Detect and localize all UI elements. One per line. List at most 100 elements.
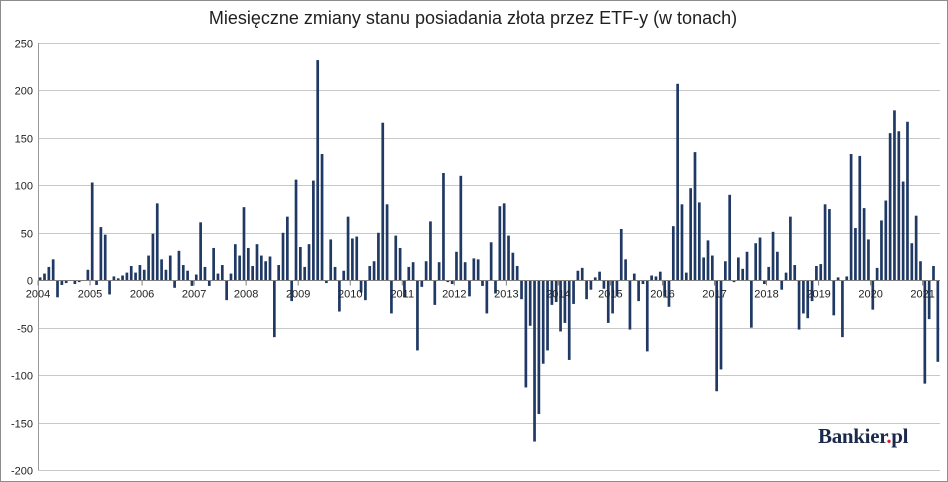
bar: [212, 247, 215, 281]
bar: [667, 280, 671, 307]
bar: [593, 277, 597, 281]
y-tick-label: 100: [15, 181, 33, 193]
bar: [160, 259, 163, 281]
bar: [645, 280, 649, 352]
bar: [598, 271, 601, 281]
bar: [229, 273, 233, 281]
bar: [463, 262, 467, 281]
bar: [884, 200, 888, 281]
x-tick-label: 2015: [598, 289, 622, 301]
bar: [750, 280, 753, 328]
bar: [719, 280, 723, 370]
bar: [442, 173, 445, 281]
bar: [468, 280, 471, 297]
bar: [706, 240, 710, 281]
bar: [99, 227, 103, 281]
bar: [537, 280, 541, 415]
bar: [207, 280, 211, 286]
bar: [155, 203, 159, 281]
bar: [381, 122, 385, 281]
bar: [268, 256, 272, 281]
y-tick-label: 0: [27, 276, 33, 288]
bar: [411, 262, 415, 281]
bar: [849, 154, 853, 281]
y-tick-label: 200: [15, 86, 33, 98]
bar: [732, 280, 736, 283]
bar: [845, 276, 849, 281]
y-tick-label: -50: [17, 324, 33, 336]
x-tick-label: 2012: [442, 289, 466, 301]
chart-title: Miesięczne zmiany stanu posiadania złota…: [208, 8, 738, 28]
bar: [320, 154, 324, 281]
bar: [546, 280, 549, 351]
bar: [680, 204, 684, 281]
x-tick-label: 2008: [234, 289, 258, 301]
bar: [359, 280, 363, 293]
bar: [385, 204, 389, 281]
bar: [290, 280, 294, 302]
bar: [737, 257, 740, 281]
bar: [715, 280, 719, 392]
bar: [710, 255, 714, 281]
bar: [823, 204, 827, 281]
bar: [684, 272, 688, 281]
bar: [368, 265, 372, 281]
bar: [797, 280, 801, 330]
bar: [871, 280, 875, 310]
bar: [203, 266, 207, 281]
bar: [407, 266, 411, 281]
bar: [515, 265, 519, 281]
bar: [697, 202, 701, 281]
bar: [810, 280, 814, 302]
bar: [446, 280, 450, 283]
bar: [86, 269, 90, 281]
bar: [394, 235, 398, 281]
bar: [403, 280, 406, 298]
bar: [771, 231, 775, 281]
y-tick-label: 250: [15, 39, 33, 51]
bar: [888, 133, 892, 281]
x-tick-label: 2020: [858, 289, 882, 301]
bar: [372, 261, 376, 281]
bar: [563, 280, 567, 323]
bar: [151, 233, 155, 281]
bar: [316, 60, 320, 281]
bar: [216, 273, 220, 281]
bar: [38, 277, 42, 281]
bar: [489, 242, 493, 281]
logo-dot: .: [886, 424, 892, 448]
bar: [585, 280, 588, 300]
logo-tld: pl: [891, 424, 909, 448]
bar: [494, 280, 497, 294]
bar: [333, 266, 337, 281]
bar: [671, 226, 675, 281]
bar: [919, 261, 922, 281]
bar: [524, 280, 528, 388]
bar: [103, 234, 107, 281]
bar: [264, 261, 268, 281]
bar: [351, 238, 354, 281]
bar: [416, 280, 419, 351]
bar: [802, 280, 805, 314]
bar: [390, 280, 393, 314]
y-tick-label: -100: [11, 371, 33, 383]
bar: [589, 280, 593, 290]
bar: [108, 280, 111, 295]
bar: [806, 280, 810, 319]
bar: [923, 280, 927, 384]
bar: [867, 239, 870, 281]
bar: [502, 203, 506, 281]
bar: [459, 175, 463, 281]
bar: [56, 280, 59, 298]
bar: [116, 278, 120, 281]
bar: [294, 179, 298, 281]
bar: [364, 280, 367, 301]
bar: [784, 272, 788, 281]
bar: [789, 216, 792, 281]
bar: [346, 216, 350, 281]
bar: [424, 261, 428, 281]
bar: [255, 244, 259, 281]
bar: [893, 110, 896, 281]
bar: [676, 83, 679, 281]
bar: [429, 221, 432, 281]
